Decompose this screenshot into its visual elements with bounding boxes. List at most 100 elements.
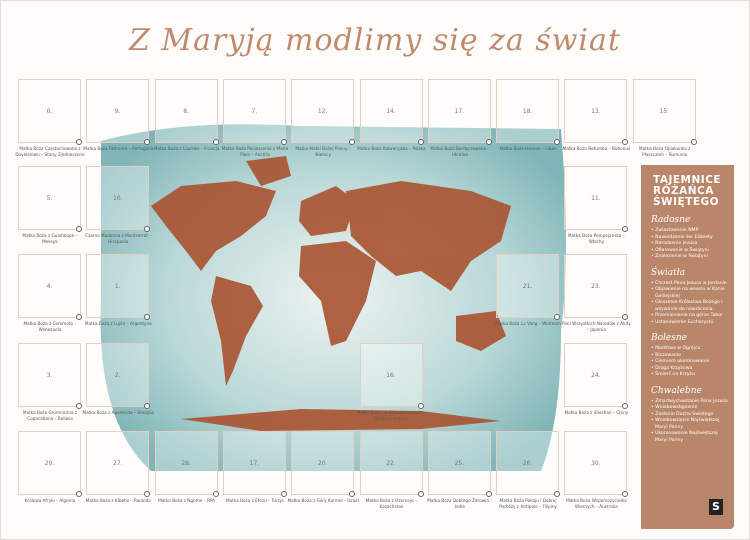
mystery-item: • Przemienienie na górze Tabor	[651, 313, 724, 318]
mystery-item: • Chrzest Pana Jezusa w Jordanie	[651, 280, 727, 286]
cell-caption: Matka Boża Pokoju i Dobrej Podróży z Ant…	[499, 498, 558, 509]
cell-caption: Matka Boża z Coromoto – Wenezuela	[23, 321, 77, 332]
cell-number: 6.	[46, 108, 53, 115]
cell-number: 3.	[46, 372, 53, 379]
pin-marker	[144, 491, 151, 497]
mystery-item: • Ukoronowanie Najświętszej Maryi Panny	[651, 431, 718, 443]
photo-cell: 5.	[18, 166, 81, 230]
cell-caption: Matka Boża Wspomożycielka Wiernych – Aus…	[566, 498, 627, 509]
pin-marker	[622, 314, 629, 320]
cell-number: 24.	[591, 372, 601, 379]
mystery-item: • Droga Krzyżowa	[651, 365, 693, 371]
cell-number: 12.	[317, 108, 328, 115]
pin-marker	[280, 491, 287, 497]
pin-marker	[280, 139, 287, 145]
photo-cell: 24.	[564, 343, 628, 407]
cell-caption: Matka Boża Częstochowska z Doylestown – …	[15, 146, 85, 157]
cell-caption: Matka Boża Gromniczna z Copacabana – Bol…	[22, 410, 78, 421]
photo-cell: 7.	[222, 79, 286, 143]
cell-number: 8.	[183, 108, 189, 115]
cell-number: 26.	[522, 460, 533, 467]
cell-caption: Matka Boża Opiekunka z Płaszczem – Rumun…	[639, 146, 691, 157]
photo-cell: 12.	[291, 79, 355, 143]
cell-number: 13.	[591, 108, 601, 115]
pin-marker	[76, 491, 82, 497]
mystery-group-title: Bolesne	[651, 333, 687, 343]
photo-cell: 17.	[222, 431, 286, 495]
pin-marker	[485, 139, 492, 145]
asia	[346, 181, 511, 291]
cell-number: 25.	[454, 460, 465, 467]
pin-marker	[417, 403, 424, 409]
pin-marker	[417, 491, 424, 497]
pin-marker	[554, 491, 561, 497]
cell-caption: Czarna Madonna z Montserrat – Hiszpania	[85, 233, 152, 244]
mystery-item: • Znalezienie w Świątyni	[651, 254, 708, 259]
cell-caption: Matka Boża Kalwaryjska – Polska	[357, 146, 426, 151]
pin-marker	[622, 403, 629, 409]
europe	[299, 186, 356, 236]
photo-cell: 16.	[359, 343, 423, 407]
photo-cell: 8.	[154, 79, 218, 143]
south-america	[211, 276, 263, 386]
cell-caption: Matka Boża z Kibeho – Rwanda	[85, 498, 151, 503]
photo-cell: 3.	[18, 343, 81, 407]
photo-cell: 6.	[18, 79, 81, 143]
pin-marker	[144, 139, 151, 145]
cell-caption: Matka Boża z Guadalupe – Meksyk	[22, 233, 78, 244]
pin-marker	[690, 139, 697, 145]
photo-cell: 1.	[86, 254, 150, 318]
pin-marker	[76, 314, 82, 320]
photo-cell: 2.	[86, 343, 150, 407]
mystery-group-title: Światła	[651, 267, 686, 278]
cell-caption: Matka Boża od Wstawiennictwa – Bolesna H…	[356, 410, 427, 421]
cell-number: 4.	[46, 283, 53, 290]
panel-title: TAJEMNICE RÓŻAŃCA ŚWIĘTEGO	[653, 174, 722, 208]
cell-caption: Matka Matki Bożej Panny – Niemcy	[295, 146, 351, 157]
cell-number: 30.	[591, 460, 601, 467]
cell-caption: Matka Boża z Lourdes – Francja	[153, 146, 220, 151]
pin-marker	[76, 139, 82, 145]
pin-marker	[144, 226, 151, 232]
photo-cell: 30.	[564, 431, 628, 495]
mystery-item: • Zmartwychwstanie Pana Jezusa	[651, 398, 728, 404]
mystery-item: • Modlitwa w Ogrójcu	[651, 346, 701, 351]
photo-cell: 13.	[564, 79, 628, 143]
page-title: Z Maryją modlimy się za świat	[129, 23, 621, 58]
antarctica	[181, 409, 501, 431]
photo-cell: 28.	[154, 431, 218, 495]
publisher-logo: S	[709, 499, 723, 515]
photo-cell: 11.	[564, 166, 628, 230]
cell-caption: Matka Boża z Efezu – Turcja	[226, 498, 284, 503]
mystery-group: Radosne • Zwiastowanie NMP • Nawiedzenie ś…	[651, 215, 734, 261]
photo-cell: 29.	[18, 431, 81, 495]
photo-cell: 15.	[632, 79, 696, 143]
cell-caption: Matka Boża z Ozornoje – Kazachstan	[365, 498, 418, 509]
mysteries-panel: TAJEMNICE RÓŻAŃCA ŚWIĘTEGO Radosne • Zwia…	[641, 165, 734, 529]
cell-number: 15.	[659, 108, 669, 115]
mystery-item: • Wniebowzięcie Najświętszej Maryi Panny	[651, 418, 720, 430]
cell-number: 20.	[317, 460, 328, 467]
cell-number: 29.	[44, 460, 55, 467]
mystery-item: • Zesłanie Ducha Świętego	[651, 411, 714, 417]
pin-marker	[417, 139, 424, 145]
photo-cell: 10.	[86, 166, 150, 230]
pin-marker	[76, 226, 82, 232]
cell-caption: Matka Boża Dobrego Zdrowia – Indie	[427, 498, 493, 509]
photo-cell: 14.	[359, 79, 423, 143]
pin-marker	[212, 139, 219, 145]
cell-caption: Matka Boża Berdyczowska – Ukraina	[430, 146, 490, 157]
pin-marker	[349, 139, 356, 145]
mystery-item: • Objawienie na weselu w Kanie Galilejsk…	[651, 287, 725, 299]
cell-caption: Matka Boża Pompejańska – Włochy	[568, 233, 625, 244]
mystery-group: Bolesne • Modlitwa w Ogrójcu • Biczowanie •…	[651, 333, 734, 379]
pin-marker	[554, 139, 561, 145]
cell-number: 2.	[114, 372, 121, 379]
mystery-item: • Śmierć na Krzyżu	[651, 372, 695, 377]
cell-number: 17.	[454, 108, 465, 115]
cell-caption: Matka Boża z Góry Karmel – Izrael	[287, 498, 359, 503]
pin-marker	[76, 403, 82, 409]
pin-marker	[144, 403, 151, 409]
cell-caption: Królowa Afryki – Algieria	[24, 498, 76, 503]
